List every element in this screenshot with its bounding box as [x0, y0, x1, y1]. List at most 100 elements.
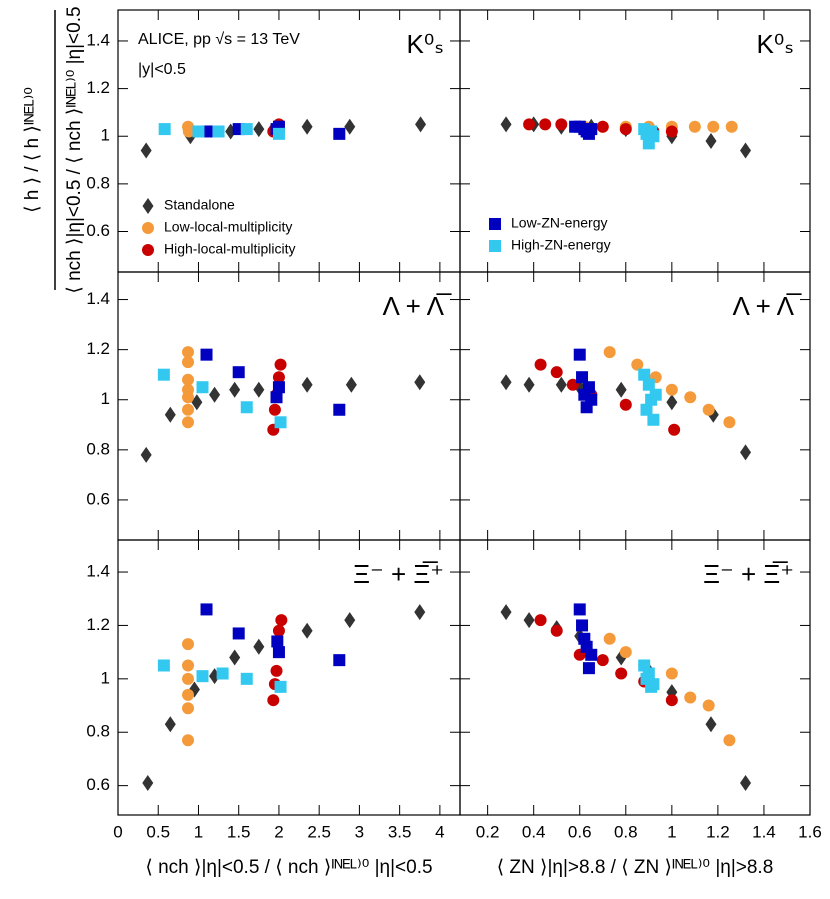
square-marker: [240, 123, 253, 136]
diamond-marker: [209, 386, 221, 403]
square-marker: [585, 648, 598, 661]
circle-marker: [619, 398, 632, 411]
legend-marker: [142, 244, 154, 256]
diamond-marker: [344, 612, 356, 629]
square-marker: [158, 123, 171, 136]
circle-marker: [555, 118, 568, 131]
circle-marker: [603, 346, 616, 359]
circle-marker: [534, 614, 547, 627]
circle-marker: [615, 667, 628, 680]
panel-label: Ξ⁻ + Ξ̅⁺: [703, 559, 794, 589]
x-tick-label: 1.5: [227, 822, 251, 841]
circle-marker: [665, 667, 678, 680]
y-tick-label: 0.8: [86, 439, 110, 458]
square-marker: [157, 659, 170, 672]
square-marker: [232, 627, 245, 640]
y-tick-label: 1.4: [86, 30, 110, 49]
circle-marker: [182, 373, 195, 386]
circle-marker: [182, 383, 195, 396]
square-marker: [240, 672, 253, 685]
circle-marker: [688, 120, 701, 133]
legend-label: Low-local-multiplicity: [164, 219, 292, 235]
y-tick-label: 1: [101, 126, 110, 145]
square-marker: [638, 368, 651, 381]
y-tick-label: 1.4: [86, 289, 110, 308]
square-marker: [240, 401, 253, 414]
y-axis-title-numerator: ⟨ h ⟩ / ⟨ h ⟩ᴵᴺᴱᴸ⁾⁰: [22, 87, 43, 213]
circle-marker: [182, 734, 195, 747]
circle-marker: [182, 638, 195, 651]
panel-label: Λ + Λ̅: [733, 291, 802, 321]
diamond-marker: [229, 649, 241, 666]
x-tick-label: 1.2: [706, 822, 730, 841]
square-marker: [196, 670, 209, 683]
circle-marker: [267, 694, 280, 707]
circle-marker: [270, 664, 283, 677]
diamond-marker: [615, 381, 627, 398]
circle-marker: [182, 356, 195, 369]
square-marker: [573, 603, 586, 616]
legend-label: High-local-multiplicity: [164, 241, 295, 257]
square-marker: [157, 368, 170, 381]
diamond-marker: [500, 116, 512, 133]
diamond-marker: [225, 123, 237, 140]
diamond-marker: [555, 376, 567, 393]
x-tick-label: 2.5: [307, 822, 331, 841]
circle-marker: [550, 624, 563, 637]
y-tick-label: 1.4: [86, 562, 110, 581]
y-tick-label: 0.6: [86, 775, 110, 794]
diamond-marker: [191, 394, 203, 411]
circle-marker: [702, 403, 715, 416]
x-tick-label: 0.6: [568, 822, 592, 841]
circle-marker: [550, 366, 563, 379]
circle-marker: [275, 614, 288, 627]
square-marker: [216, 667, 229, 680]
diamond-marker: [523, 612, 535, 629]
legend-marker: [489, 240, 501, 252]
square-marker: [582, 381, 595, 394]
y-tick-label: 1.2: [86, 615, 110, 634]
diamond-marker: [414, 374, 426, 391]
square-marker: [212, 125, 225, 138]
circle-marker: [274, 358, 287, 371]
circle-marker: [534, 358, 547, 371]
square-marker: [272, 127, 285, 140]
square-marker: [647, 130, 660, 143]
circle-marker: [182, 403, 195, 416]
circle-marker: [702, 699, 715, 712]
diamond-marker: [253, 381, 265, 398]
square-marker: [642, 378, 655, 391]
circle-marker: [668, 423, 681, 436]
diamond-marker: [301, 376, 313, 393]
diamond-marker: [164, 406, 176, 423]
x-tick-label: 3: [355, 822, 364, 841]
x-tick-label: 0.4: [522, 822, 546, 841]
square-marker: [585, 393, 598, 406]
x-tick-label: 1: [667, 822, 676, 841]
y-tick-label: 1.2: [86, 78, 110, 97]
circle-marker: [723, 416, 736, 429]
diamond-marker: [301, 118, 313, 135]
diamond-marker: [253, 638, 265, 655]
x-tick-label: 0.5: [146, 822, 170, 841]
circle-marker: [272, 371, 285, 384]
panel-label: Λ + Λ̅: [383, 291, 452, 321]
x-tick-label: 0.2: [476, 822, 500, 841]
diamond-marker: [415, 116, 427, 133]
x-axis-title: ⟨ nch ⟩|η|<0.5 / ⟨ nch ⟩ᴵᴺᴱᴸ⁾⁰ |η|<0.5: [145, 857, 432, 878]
square-marker: [582, 662, 595, 675]
circle-marker: [665, 125, 678, 138]
circle-marker: [182, 659, 195, 672]
y-tick-label: 0.6: [86, 221, 110, 240]
x-tick-label: 1: [194, 822, 203, 841]
square-marker: [573, 348, 586, 361]
panel-frame: [459, 539, 811, 816]
diamond-marker: [500, 604, 512, 621]
y-tick-label: 1.2: [86, 339, 110, 358]
diamond-marker: [140, 446, 152, 463]
y-tick-label: 0.6: [86, 489, 110, 508]
circle-marker: [182, 416, 195, 429]
y-tick-label: 1: [101, 668, 110, 687]
x-tick-label: 3.5: [388, 822, 412, 841]
square-marker: [649, 388, 662, 401]
